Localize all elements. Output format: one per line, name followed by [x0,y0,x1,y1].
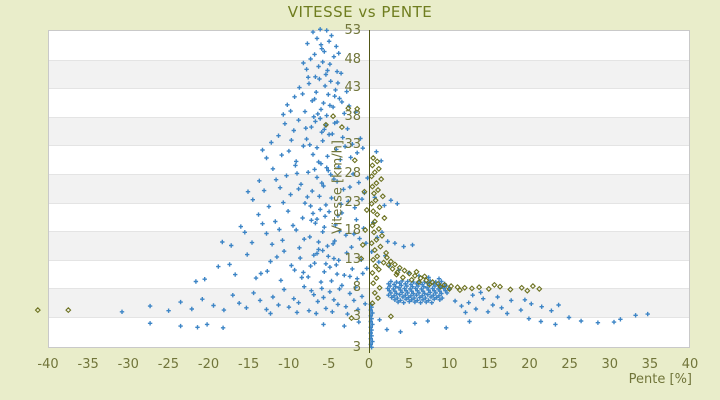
y-tick-label: 23 [344,194,361,210]
x-tick-label: 35 [641,357,659,372]
x-tick-label: -30 [117,357,139,372]
y-tick-label: 13 [344,251,361,267]
x-tick-label: 20 [521,357,538,372]
y-tick-label: 28 [344,165,361,181]
x-tick-label: 25 [561,357,578,372]
y-tick-label: 43 [344,80,361,96]
y-axis-title: Vitesse [km/h] [330,140,346,235]
olive-diamond-series [34,105,543,322]
x-tick-label: 40 [681,357,699,372]
chart-title: VITESSE vs PENTE [287,3,433,21]
y-tick-label: 3 [352,308,361,324]
x-axis-title: Pente [%] [628,372,692,387]
x-tick-label: -10 [278,357,300,372]
x-tick-label: 15 [481,357,498,372]
x-tick-label: 5 [404,357,414,372]
x-tick-label: -20 [197,357,220,372]
blue-cross-series [119,27,650,350]
y-tick-label: 53 [344,23,361,38]
y-axis-line [369,30,370,348]
x-tick-label: -5 [322,357,336,372]
x-tick-label: 30 [601,357,619,372]
x-tick-label: -25 [157,357,179,372]
x-tick-label: -15 [238,357,260,372]
y-axis-end-label: 3 [352,340,361,355]
y-tick-label: 48 [344,51,361,67]
y-tick-label: 33 [344,137,361,153]
x-axis-zero-tick [369,348,370,353]
x-tick-label: 0 [364,357,374,372]
y-tick-label: 18 [344,223,361,239]
x-tick-label: -35 [77,357,99,372]
scatter-points [34,27,650,350]
x-tick-label: 10 [440,357,458,372]
y-tick-label: 38 [344,108,361,124]
y-tick-label: 8 [352,280,361,296]
x-tick-label: -40 [37,357,59,372]
